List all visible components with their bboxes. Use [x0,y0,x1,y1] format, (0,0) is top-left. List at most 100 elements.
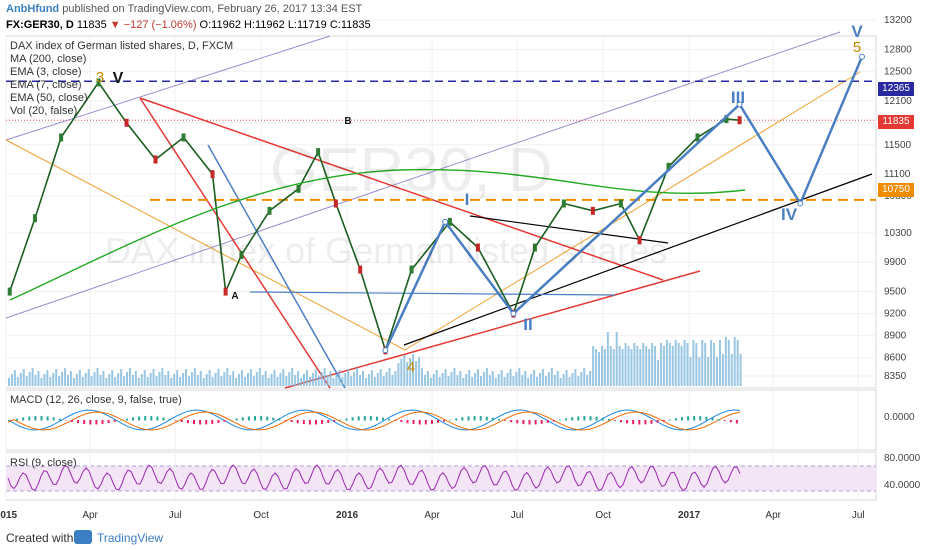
volume-bar [512,376,515,386]
volume-bar [31,368,34,386]
price-candle [358,265,363,274]
macd-histogram-bar [595,416,598,421]
volume-bar [600,346,603,386]
volume-bar [586,375,589,386]
volume-bar [423,375,426,386]
volume-bar [465,374,468,386]
y-tick-label: 13200 [884,15,912,26]
volume-bar [84,373,87,386]
volume-bar [518,368,521,386]
macd-histogram-bar [254,416,256,421]
volume-bar [303,374,305,386]
volume-bar [406,362,409,386]
price-candle [124,118,129,127]
macd-histogram-bar [443,420,446,422]
macd-histogram-bar [498,418,500,421]
price-candle [210,170,215,179]
volume-bar [196,375,199,386]
macd-histogram-bar [217,420,220,423]
volume-bar [179,377,182,386]
volume-bar [444,369,447,386]
volume-bar [536,377,539,386]
rsi-axis-label-high: 80.0000 [884,453,921,464]
volume-bar [111,370,114,386]
macd-histogram-bar [180,420,183,422]
macd-histogram-bar [546,420,549,423]
macd-histogram-bar [504,420,507,421]
volume-bar [692,340,695,386]
volume-bar [394,371,397,386]
volume-bar [332,378,335,386]
macd-histogram-bar [235,418,238,421]
volume-bar [22,369,25,386]
y-tick-label: 9500 [884,287,907,298]
y-tick-label: 8900 [884,331,907,342]
volume-bar [403,355,406,386]
volume-bar [686,343,689,386]
volume-bar [544,376,547,386]
volume-bar [67,375,69,386]
macd-histogram-bar [351,417,354,421]
volume-bar [710,340,713,386]
volume-bar [571,373,574,386]
author-link[interactable]: AnbHfund [6,3,60,15]
volume-bar [161,368,164,386]
macd-histogram-bar [626,420,629,424]
macd-histogram-bar [705,416,708,421]
quote-line: FX:GER30, D 11835 ▼ −127 (−1.06%) O:1196… [6,19,371,31]
volume-bar [462,378,465,386]
volume-bar [621,349,624,386]
macd-histogram-bar [333,420,336,422]
macd-histogram-bar [132,417,134,421]
black-resistance-line [469,215,669,244]
volume-bar [25,376,28,386]
volume-bar [530,374,533,386]
macd-histogram-bar [241,417,244,421]
volume-bar [580,372,583,386]
volume-bar [627,346,630,386]
macd-histogram-bar [260,416,263,421]
macd-histogram-bar [71,420,73,422]
legend-rsi: RSI (9, close) [10,457,77,469]
y-tick-label: 11100 [884,169,911,180]
volume-bar [568,377,571,386]
x-tick-label: Oct [253,510,269,521]
volume-bar [72,378,75,386]
tradingview-link[interactable]: TradingView [97,531,164,545]
volume-bar [356,368,359,386]
x-tick-label: Apr [765,510,781,521]
volume-bar [326,375,329,386]
volume-bar [429,378,432,386]
volume-bar [202,378,205,386]
macd-histogram-bar [662,420,665,422]
price-change: ▼ −127 (−1.06%) [109,19,197,31]
macd-histogram-bar [607,418,610,421]
tradingview-logo-icon[interactable] [74,530,92,544]
volume-bar [297,371,300,386]
volume-bar [577,376,580,386]
volume-bar [329,371,332,386]
volume-bar [477,369,480,386]
volume-bar [152,369,155,386]
volume-bar [509,369,512,386]
x-tick-label: Jul [511,510,524,521]
volume-bar [226,368,229,386]
macd-histogram-bar [223,420,226,422]
volume-bar [276,377,279,386]
volume-bar [648,349,651,386]
macd-histogram-bar [296,420,299,424]
volume-bar [633,343,636,386]
macd-histogram-bar [418,420,421,425]
volume-bar [500,370,503,386]
volume-bar [727,340,730,386]
volume-bar [199,371,202,386]
volume-bar [37,371,40,386]
macd-histogram-bar [16,418,19,421]
macd-histogram-bar [357,416,360,421]
price-candle [32,214,37,223]
volume-bar [630,349,633,386]
volume-bar [724,337,727,386]
volume-bar [19,373,22,386]
volume-bar [61,372,64,386]
